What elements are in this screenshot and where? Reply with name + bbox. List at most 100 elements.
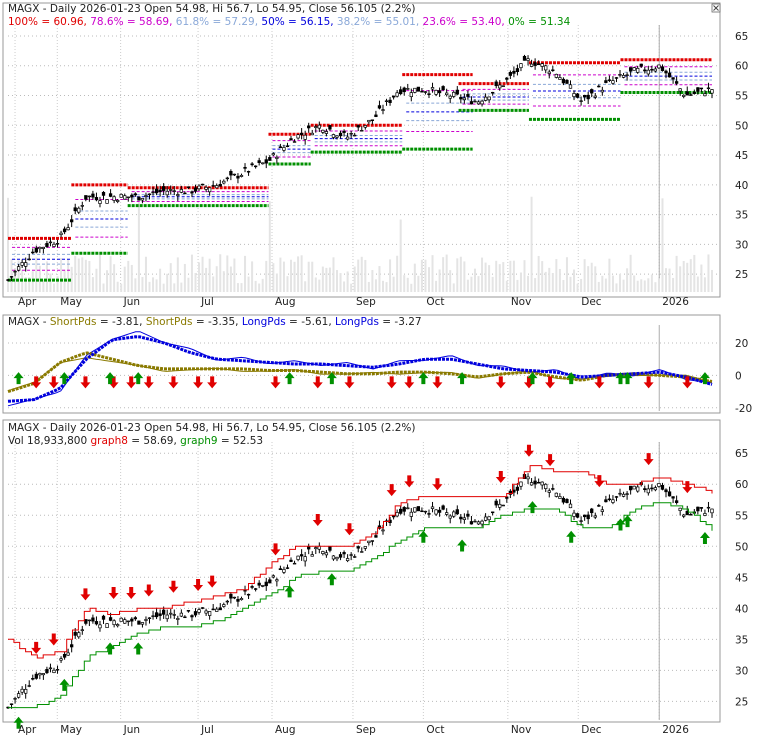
price-candle [409, 511, 413, 517]
x-tick-label: Jul [200, 296, 214, 308]
volume-bar [587, 266, 590, 292]
legend-part: 78.6% = 58.69, [87, 16, 173, 28]
price-candle [494, 500, 498, 506]
volume-bar [611, 275, 614, 292]
legend-part: = -5.61, [286, 316, 335, 328]
price-candle [335, 556, 339, 560]
price-candle [674, 81, 679, 84]
volume-bar [219, 254, 222, 292]
price-candle [77, 632, 81, 638]
volume-bar [544, 271, 547, 292]
sell-arrow-icon [545, 376, 556, 389]
price-candle [349, 132, 353, 135]
volume-bar [597, 281, 600, 292]
price-candle [239, 174, 244, 177]
price-panel-frame [2, 2, 721, 298]
price-candles-bottom [6, 472, 714, 710]
legend-part: Vol 18,933,800 [8, 435, 91, 447]
price-candle [582, 514, 587, 518]
price-candle [59, 232, 63, 235]
price-candle [250, 163, 254, 166]
price-candle [77, 207, 81, 213]
price-candle [632, 67, 636, 71]
price-candle [374, 114, 378, 117]
price-candle [597, 505, 601, 507]
price-candle [62, 228, 67, 233]
price-candle [551, 488, 555, 490]
close-icon[interactable] [711, 3, 721, 13]
price-candle [105, 623, 109, 628]
price-candle [296, 555, 300, 560]
price-candle [108, 617, 113, 621]
sell-arrow-icon [270, 543, 281, 556]
price-candle [144, 619, 148, 621]
price-candle [246, 593, 251, 596]
price-candle [437, 90, 442, 94]
price-candle [289, 559, 293, 562]
price-candle [395, 512, 399, 517]
price-candle [399, 508, 403, 514]
volume-bar [392, 276, 395, 292]
y-tick-label: 60 [735, 61, 748, 73]
price-candle [625, 493, 629, 495]
volume-bar [169, 263, 172, 292]
volume-bar [565, 257, 568, 292]
buy-arrow-icon [418, 530, 429, 543]
legend-part: = -3.27 [379, 316, 422, 328]
sell-arrow-icon [31, 376, 42, 389]
price-candle [515, 486, 520, 491]
price-candle [643, 488, 647, 490]
price-candle [537, 481, 541, 484]
price-candle [126, 196, 130, 199]
price-candle [416, 506, 421, 512]
graph9-line [8, 502, 713, 709]
price-candle [324, 552, 329, 556]
price-candle [338, 132, 343, 137]
volume-bar [70, 266, 73, 292]
volume-bar [594, 266, 597, 292]
trailing-bands [8, 465, 713, 709]
price-candle [278, 146, 283, 149]
price-candle [84, 195, 88, 200]
y-tick-label: 25 [735, 696, 748, 708]
volume-bar [258, 283, 261, 292]
price-candle [112, 620, 116, 626]
volume-bar [385, 282, 388, 292]
x-tick-label: Aug [275, 724, 296, 736]
volume-bar [254, 280, 257, 292]
price-candle [505, 496, 509, 499]
volume-bar [137, 195, 140, 292]
price-candle [154, 612, 159, 618]
buy-arrow-icon [566, 530, 577, 543]
price-candle [130, 618, 134, 622]
price-candle [292, 562, 297, 565]
price-candle [628, 67, 633, 72]
buy-arrow-icon [284, 585, 295, 598]
price-candle [381, 529, 385, 532]
volume-bar [619, 273, 622, 292]
price-candle [678, 88, 682, 92]
x-tick-label: Nov [511, 724, 531, 736]
volume-bar [573, 269, 576, 292]
price-candle [593, 515, 597, 518]
volume-bar [466, 279, 469, 292]
price-candle [296, 134, 300, 139]
volume-bar [106, 270, 109, 292]
price-candle [342, 130, 346, 133]
volume-bar [325, 267, 328, 292]
long-pds-line [7, 335, 713, 403]
price-candle [625, 74, 629, 76]
signal-panel-title: MAGX - Daily 2026-01-23 Open 54.98, Hi 5… [8, 422, 416, 434]
price-candle [38, 673, 42, 676]
price-candle [345, 136, 350, 140]
price-candle [696, 506, 700, 512]
price-candle [480, 520, 484, 525]
price-candle [73, 207, 77, 212]
price-candle [519, 481, 523, 487]
price-candle [94, 197, 99, 201]
price-candle [52, 669, 56, 674]
buy-arrow-icon [527, 501, 538, 514]
volume-bar [265, 260, 268, 292]
sell-arrow-icon [168, 580, 179, 593]
price-candle [586, 94, 590, 100]
